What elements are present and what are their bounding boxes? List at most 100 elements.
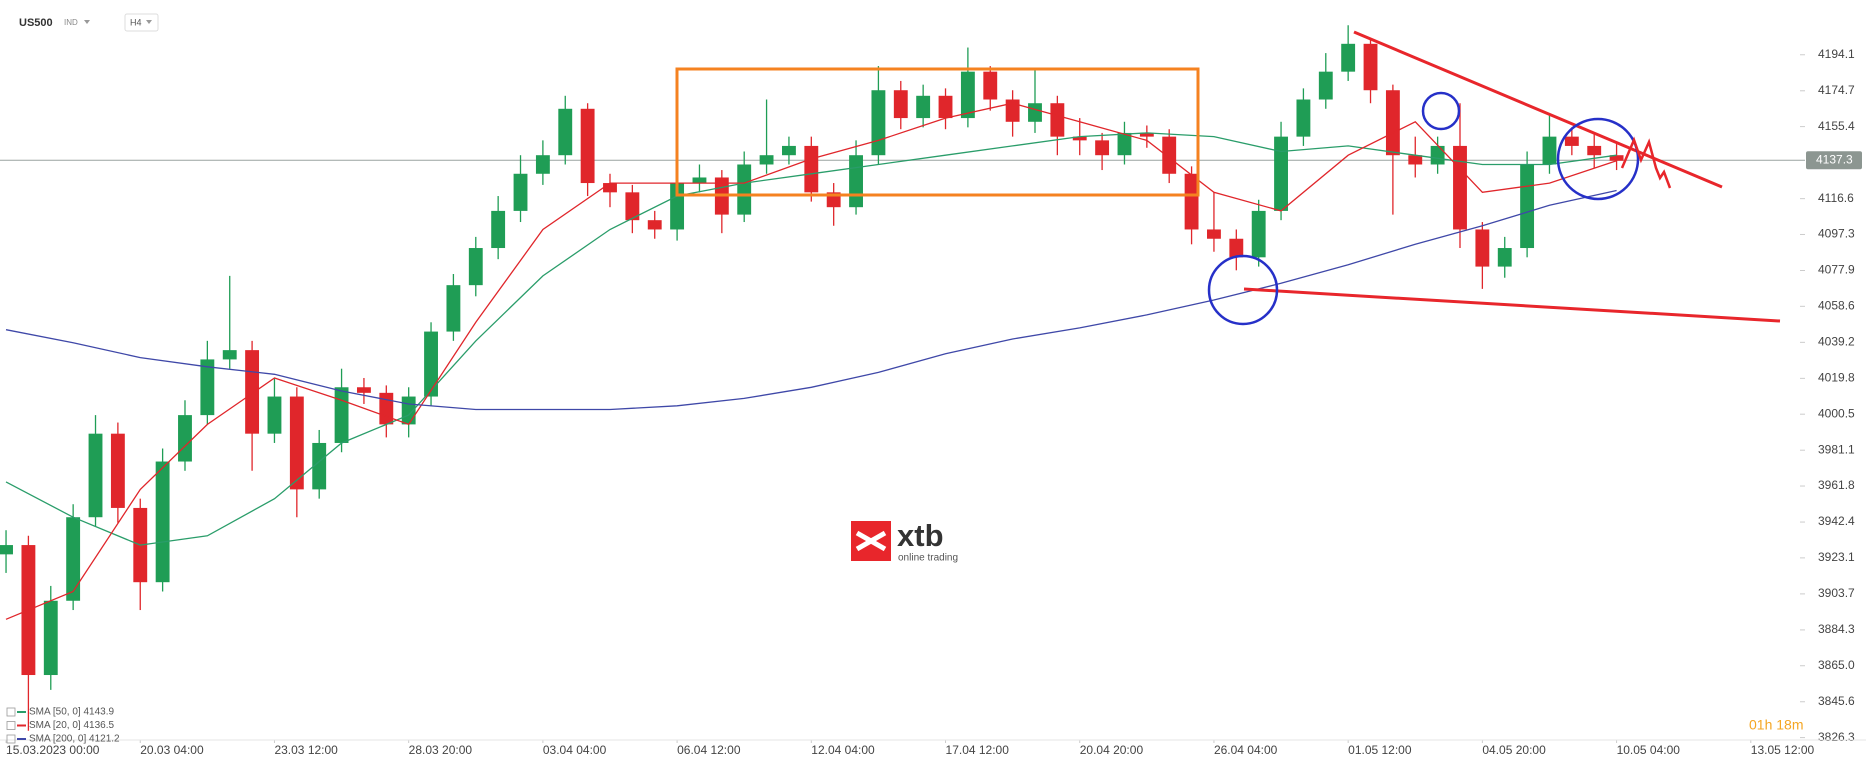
last-price-tag	[1806, 151, 1862, 170]
candle-body	[1385, 90, 1400, 156]
symbol: US500	[19, 17, 53, 29]
candle-body	[245, 350, 260, 434]
legend-label: SMA [200, 0] 4121.2	[29, 734, 120, 745]
candle-body	[491, 210, 506, 249]
candle-body	[200, 359, 215, 416]
y-tick-label: 3865.0	[1818, 658, 1855, 672]
candle-body	[871, 90, 886, 156]
candle-body	[1050, 103, 1065, 137]
candle-body	[1072, 136, 1087, 141]
candle-body	[1207, 229, 1221, 239]
candle-body	[357, 387, 371, 393]
x-tick-label: 06.04 12:00	[677, 743, 741, 757]
dropdown-arrow[interactable]	[84, 20, 90, 24]
y-tick-label: 3845.6	[1818, 694, 1855, 708]
candle-body	[155, 461, 170, 583]
range-box	[675, 67, 1200, 197]
support-line	[1243, 287, 1781, 323]
y-tick-label: 4077.9	[1818, 263, 1855, 277]
logo-subtitle: online trading	[898, 553, 958, 564]
candle-body	[1497, 248, 1512, 267]
highlight-circle	[1207, 254, 1279, 326]
candle-body	[1274, 136, 1288, 211]
x-tick-label: 26.04 04:00	[1214, 743, 1278, 757]
interval: H4	[130, 17, 142, 27]
interval-button[interactable]	[124, 13, 159, 32]
x-tick-label: 13.05 12:00	[1751, 743, 1815, 757]
resistance-line	[1353, 30, 1723, 189]
candle-body	[178, 415, 192, 462]
x-tick-label: 15.03.2023 00:00	[6, 743, 100, 757]
marks: 4194.1 4174.7 4155.4 4116.6 4097.3 4077.9 4058…	[0, 25, 1866, 757]
x-tick-label: 03.04 04:00	[543, 743, 607, 757]
candle-body	[312, 442, 327, 490]
highlight-circle	[1556, 117, 1640, 201]
candle-body	[334, 387, 349, 443]
candle-body	[849, 155, 863, 208]
candle-body	[535, 155, 550, 174]
candle-body	[804, 145, 819, 193]
candle-body	[1520, 164, 1535, 249]
candle-body	[1542, 136, 1557, 165]
candle-body	[1408, 155, 1423, 165]
candle-body	[1117, 132, 1132, 156]
projection-scribble	[1620, 136, 1672, 189]
candle-body	[1229, 238, 1244, 258]
candle-body	[916, 95, 931, 119]
y-tick-label: 4097.3	[1818, 227, 1855, 241]
candle-body	[379, 392, 394, 425]
legend-label: SMA [50, 0] 4143.9	[29, 707, 114, 718]
candle-body	[1318, 71, 1333, 100]
candle-body	[737, 164, 752, 215]
candle-body	[603, 183, 617, 193]
candle-body	[289, 396, 304, 490]
candle-body	[1587, 145, 1602, 156]
legend-icon	[6, 721, 16, 730]
last-price-label: 4137.3	[1816, 152, 1853, 166]
candle-body	[1028, 103, 1042, 122]
candle-body	[1296, 99, 1311, 137]
candle-body	[647, 220, 662, 230]
candle-body	[1095, 140, 1110, 156]
y-tick-label: 3961.8	[1818, 478, 1855, 492]
y-tick-label: 4155.4	[1818, 119, 1855, 133]
y-tick-label: 4039.2	[1818, 335, 1855, 349]
x-tick-label: 17.04 12:00	[946, 743, 1010, 757]
candle-body	[468, 248, 483, 286]
candle-body	[759, 155, 774, 165]
x-tick-label: 10.05 04:00	[1617, 743, 1681, 757]
instrument-type: IND	[64, 18, 78, 27]
y-tick-label: 3981.1	[1818, 442, 1855, 456]
x-tick-label: 28.03 20:00	[409, 743, 473, 757]
candle-body	[1363, 43, 1378, 91]
y-tick-label: 3826.3	[1818, 730, 1855, 744]
sma-line	[5, 189, 1617, 411]
legend-icon	[6, 707, 16, 717]
candle-body	[1162, 136, 1177, 174]
y-tick-label: 4058.6	[1818, 298, 1855, 312]
candle-body	[222, 350, 237, 360]
candle-body	[1453, 145, 1467, 230]
candle-body	[1341, 43, 1356, 72]
x-tick-label: 20.03 04:00	[140, 743, 204, 757]
x-tick-label: 01.05 12:00	[1348, 743, 1412, 757]
candle-body	[267, 396, 282, 434]
y-tick-label: 4000.5	[1818, 406, 1855, 420]
logo-x	[855, 530, 887, 552]
y-tick-label: 3942.4	[1818, 514, 1855, 528]
legend-label: SMA [20, 0] 4136.5	[29, 720, 114, 731]
x-tick-label: 23.03 12:00	[274, 743, 338, 757]
candle-body	[66, 517, 81, 601]
sma-line	[5, 132, 1617, 546]
dropdown-arrow[interactable]	[146, 20, 152, 24]
y-tick-label: 4194.1	[1818, 47, 1855, 61]
y-tick-label: 4116.6	[1818, 191, 1854, 205]
sma-line	[5, 102, 1617, 620]
candle-body	[692, 177, 707, 184]
countdown: 01h 18m	[1749, 717, 1803, 733]
candle-body	[1005, 99, 1020, 122]
candle-body	[43, 600, 58, 676]
candle-body	[1475, 229, 1490, 267]
